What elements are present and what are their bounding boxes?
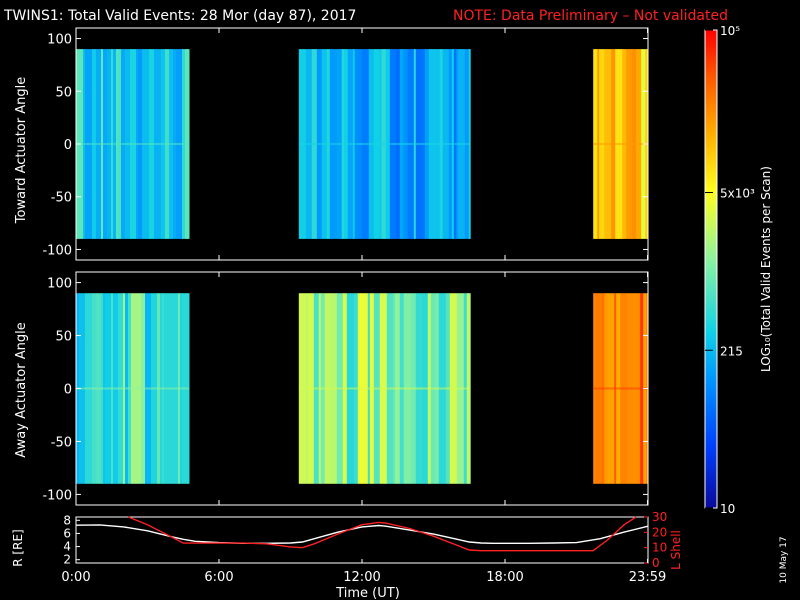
orbit-left-tick-label: 6 [63, 526, 71, 540]
away-ytick-label: 50 [55, 330, 72, 345]
colorbar-label: LOG₁₀(Total Valid Events per Scan) [759, 166, 773, 372]
away-segment-2-zero-band [593, 387, 648, 390]
away-segment-0-zero-band [76, 387, 190, 390]
toward-segment-0-zero-band [76, 143, 190, 145]
x-tick-label: 18:00 [486, 570, 523, 585]
away-actuator-panel: 100 50 0 -50 -100 [42, 271, 649, 506]
toward-ylabel: Toward Actuator Angle [14, 77, 29, 224]
colorbar-ticks: 10⁵ 5x10³ 215 10 [705, 24, 755, 516]
r-distance-line [75, 524, 649, 544]
orbit-left-tick-label: 2 [63, 553, 71, 567]
away-ytick-label: 100 [47, 277, 72, 292]
toward-actuator-panel: 100 50 0 -50 -100 [42, 27, 649, 261]
colorbar-tick-label: 10⁵ [720, 24, 740, 38]
toward-ytick-label: 100 [47, 33, 72, 48]
toward-segment-2-zero-band [593, 143, 648, 145]
orbit-right-tick-label: 10 [652, 541, 667, 555]
away-segment-1-zero-band [298, 387, 471, 390]
orbit-left-tick-label: 8 [63, 513, 71, 527]
l-shell-line [128, 516, 637, 552]
toward-segment-1-zero-band [298, 143, 471, 145]
preliminary-note: NOTE: Data Preliminary – Not validated [453, 8, 728, 24]
colorbar-tick-label: 5x10³ [720, 187, 755, 201]
chart-title: TWINS1: Total Valid Events: 28 Mor (day … [3, 8, 356, 24]
orbit-left-tick-label: 4 [63, 540, 71, 554]
away-ytick-label: -100 [42, 488, 72, 503]
orbit-right-tick-label: 20 [652, 525, 667, 539]
x-axis-label: Time (UT) [335, 586, 400, 600]
x-tick-label: 0:00 [61, 570, 90, 585]
colorbar-tick-label: 215 [720, 344, 743, 358]
orbit-left-ylabel: R [RE] [11, 529, 25, 566]
toward-ytick-label: -50 [51, 191, 72, 206]
colorbar-tick-label: 10 [720, 502, 735, 516]
away-ytick-label: -50 [51, 435, 72, 450]
toward-ytick-label: 0 [64, 138, 72, 153]
orbit-frame [75, 516, 649, 564]
toward-ytick-label: 50 [55, 85, 72, 100]
away-ytick-label: 0 [64, 383, 72, 398]
orbit-right-tick-label: 0 [652, 556, 660, 570]
x-tick-label: 12:00 [343, 570, 380, 585]
toward-ytick-label: -100 [42, 243, 72, 258]
x-tick-label: 23:59 [629, 570, 666, 585]
orbit-right-ylabel: L Shell [669, 530, 683, 570]
date-stamp: 10 May 17 [779, 536, 789, 583]
x-tick-label: 6:00 [204, 570, 233, 585]
away-ylabel: Away Actuator Angle [14, 322, 29, 457]
orbit-right-tick-label: 30 [652, 510, 667, 524]
colorbar-gradient [704, 29, 718, 509]
